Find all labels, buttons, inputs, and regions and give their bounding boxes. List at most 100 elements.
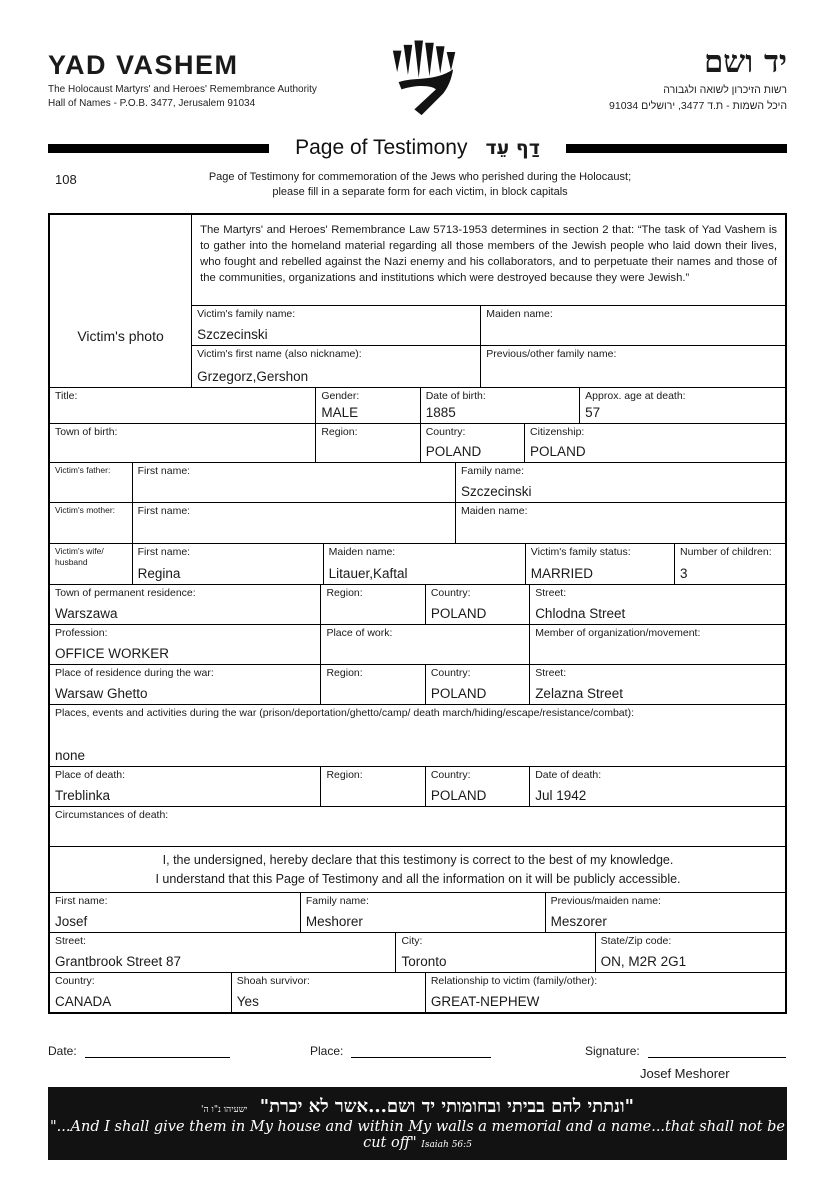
row-death: Place of death: Treblinka Region: Countr… bbox=[50, 766, 785, 806]
victim-family-name-value: Szczecinski bbox=[197, 327, 268, 343]
org-name: YAD VASHEM bbox=[48, 50, 239, 80]
spouse-group-label: Victim's wife/ husband bbox=[55, 546, 104, 568]
declaration-line1: I, the undersigned, hereby declare that … bbox=[162, 853, 674, 868]
signature-label: Signature: bbox=[585, 1044, 640, 1058]
title-label: Title: bbox=[55, 390, 78, 402]
permanent-country-label: Country: bbox=[430, 587, 471, 599]
row-submitter-country: Country: CANADA Shoah survivor: Yes Rela… bbox=[50, 972, 785, 1012]
field-victim-family-name: Victim's family name: Szczecinski bbox=[192, 306, 480, 345]
mother-maiden-name-value bbox=[461, 541, 781, 542]
death-region-label: Region: bbox=[326, 769, 363, 781]
field-father-family-name: Family name: Szczecinski bbox=[454, 463, 785, 502]
victim-first-name-label: Victim's first name (also nickname): bbox=[197, 348, 362, 360]
field-place-of-work: Place of work: bbox=[320, 625, 529, 664]
family-status-label: Victim's family status: bbox=[530, 546, 631, 558]
spouse-first-name-label: First name: bbox=[137, 546, 191, 558]
field-permanent-residence: Town of permanent residence: Warszawa bbox=[50, 585, 320, 624]
signature-underline bbox=[647, 1046, 786, 1058]
banner-english-quote: "...And I shall give them in My house an… bbox=[50, 1119, 785, 1151]
field-permanent-country: Country: POLAND bbox=[424, 585, 529, 624]
top-band: Victim's photo The Martyrs' and Heroes' … bbox=[50, 215, 785, 387]
place-underline bbox=[351, 1046, 492, 1058]
dob-label: Date of birth: bbox=[425, 390, 486, 402]
field-date-of-death: Date of death: Jul 1942 bbox=[529, 767, 785, 806]
death-country-label: Country: bbox=[430, 769, 471, 781]
row-profession: Profession: OFFICE WORKER Place of work:… bbox=[50, 624, 785, 664]
field-town-of-birth: Town of birth: bbox=[50, 424, 315, 462]
date-underline bbox=[84, 1046, 230, 1058]
field-victim-first-name: Victim's first name (also nickname): Grz… bbox=[192, 346, 480, 387]
war-country-label: Country: bbox=[430, 667, 471, 679]
victim-photo-label: Victim's photo bbox=[77, 328, 164, 344]
field-war-street: Street: Zelazna Street bbox=[529, 665, 785, 704]
field-circumstances: Circumstances of death: bbox=[50, 807, 785, 846]
town-of-birth-label: Town of birth: bbox=[55, 426, 118, 438]
field-place-of-death: Place of death: Treblinka bbox=[50, 767, 320, 806]
row-father: Victim's father: First name: Family name… bbox=[50, 462, 785, 502]
profession-label: Profession: bbox=[55, 627, 108, 639]
mother-maiden-name-label: Maiden name: bbox=[460, 505, 528, 517]
field-war-country: Country: POLAND bbox=[424, 665, 529, 704]
war-region-label: Region: bbox=[326, 667, 363, 679]
field-profession: Profession: OFFICE WORKER bbox=[50, 625, 320, 664]
previous-family-name-label: Previous/other family name: bbox=[486, 348, 617, 360]
field-father-first-name: First name: bbox=[131, 463, 455, 502]
father-group-label-cell: Victim's father: bbox=[50, 463, 132, 502]
member-organization-value bbox=[535, 662, 781, 663]
intro-line1: Page of Testimony for commemoration of t… bbox=[208, 171, 632, 183]
maiden-name-value bbox=[486, 343, 781, 344]
row-birth: Town of birth: Region: Country: POLAND C… bbox=[50, 423, 785, 462]
permanent-region-label: Region: bbox=[326, 587, 363, 599]
citizenship-value: POLAND bbox=[530, 444, 586, 460]
permanent-street-label: Street: bbox=[535, 587, 567, 599]
row-declaration: I, the undersigned, hereby declare that … bbox=[50, 846, 785, 892]
row-spouse: Victim's wife/ husband First name: Regin… bbox=[50, 543, 785, 584]
war-places-label: Places, events and activities during the… bbox=[55, 707, 634, 719]
field-birth-region: Region: bbox=[315, 424, 419, 462]
permanent-region-value bbox=[326, 622, 420, 623]
death-region-value bbox=[326, 804, 420, 805]
field-family-status: Victim's family status: MARRIED bbox=[524, 544, 674, 584]
field-submitter-street: Street: Grantbrook Street 87 bbox=[50, 933, 395, 972]
relationship-value: GREAT-NEPHEW bbox=[430, 994, 540, 1010]
member-organization-label: Member of organization/movement: bbox=[535, 627, 701, 639]
org-header-hebrew: יד ושם רשות הזיכרון לשואה ולגבורה היכל ה… bbox=[609, 44, 787, 112]
org-subtitle-line2: Hall of Names - P.O.B. 3477, Jerusalem 9… bbox=[48, 98, 256, 109]
field-birth-country: Country: POLAND bbox=[419, 424, 524, 462]
place-label: Place: bbox=[310, 1044, 344, 1058]
submitter-family-name-label: Family name: bbox=[305, 895, 369, 907]
citizenship-label: Citizenship: bbox=[530, 426, 585, 438]
maiden-name-label: Maiden name: bbox=[486, 308, 553, 320]
war-country-value: POLAND bbox=[430, 686, 487, 702]
intro-text: Page of Testimony for commemoration of t… bbox=[130, 170, 710, 200]
submitter-previous-name-label: Previous/maiden name: bbox=[550, 895, 661, 907]
field-citizenship: Citizenship: POLAND bbox=[524, 424, 785, 462]
field-gender: Gender: MALE bbox=[315, 388, 419, 423]
age-at-death-label: Approx. age at death: bbox=[585, 390, 686, 402]
field-previous-family-name: Previous/other family name: bbox=[480, 346, 785, 387]
birth-country-label: Country: bbox=[425, 426, 466, 438]
submitter-state-zip-label: State/Zip code: bbox=[600, 935, 672, 947]
number-of-children-label: Number of children: bbox=[680, 546, 772, 558]
field-submitter-city: City: Toronto bbox=[395, 933, 594, 972]
father-family-name-label: Family name: bbox=[460, 465, 524, 477]
row-war-residence: Place of residence during the war: Warsa… bbox=[50, 664, 785, 704]
age-at-death-value: 57 bbox=[585, 405, 601, 421]
place-of-work-label: Place of work: bbox=[326, 627, 393, 639]
number-of-children-value: 3 bbox=[680, 566, 688, 582]
submitter-country-label: Country: bbox=[55, 975, 95, 987]
field-number-of-children: Number of children: 3 bbox=[674, 544, 785, 584]
field-spouse-first-name: First name: Regina bbox=[131, 544, 323, 584]
field-submitter-previous-name: Previous/maiden name: Meszorer bbox=[544, 893, 785, 932]
relationship-label: Relationship to victim (family/other): bbox=[430, 975, 598, 987]
top-right-block: The Martyrs' and Heroes' Remembrance Law… bbox=[191, 215, 785, 387]
date-of-death-label: Date of death: bbox=[535, 769, 602, 781]
field-death-country: Country: POLAND bbox=[424, 767, 529, 806]
circumstances-value bbox=[55, 844, 781, 845]
row-submitter-name: First name: Josef Family name: Meshorer … bbox=[50, 892, 785, 932]
field-submitter-state-zip: State/Zip code: ON, M2R 2G1 bbox=[594, 933, 785, 972]
scripture-banner: "ונתתי להם בביתי ובחומותי יד ושם...אשר ל… bbox=[48, 1087, 787, 1160]
submitter-family-name-value: Meshorer bbox=[305, 914, 363, 930]
org-subtitle-hebrew-line2: היכל השמות - ת.ד 3477, ירושלים 91034 bbox=[609, 100, 787, 112]
father-first-name-label: First name: bbox=[137, 465, 191, 477]
